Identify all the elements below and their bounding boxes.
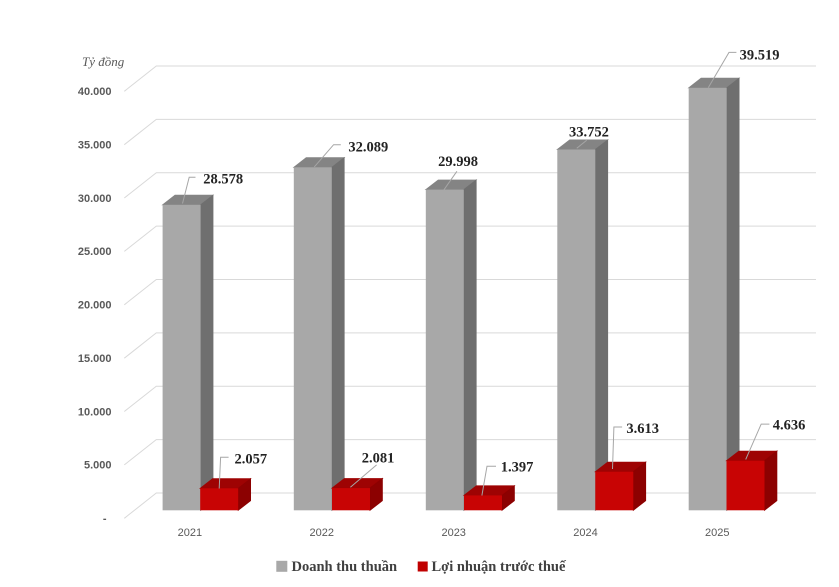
svg-text:2021: 2021 xyxy=(178,527,202,539)
svg-text:Tỷ đồng: Tỷ đồng xyxy=(82,54,125,69)
svg-text:2023: 2023 xyxy=(441,527,465,539)
svg-text:2025: 2025 xyxy=(705,527,729,539)
svg-text:28.578: 28.578 xyxy=(203,172,243,188)
svg-text:25.000: 25.000 xyxy=(78,246,112,258)
svg-text:33.752: 33.752 xyxy=(569,125,609,141)
svg-text:2.081: 2.081 xyxy=(362,451,395,467)
svg-text:2024: 2024 xyxy=(573,527,597,539)
svg-text:10.000: 10.000 xyxy=(78,406,112,418)
svg-text:2022: 2022 xyxy=(310,527,334,539)
svg-text:2.057: 2.057 xyxy=(234,452,267,468)
svg-text:4.636: 4.636 xyxy=(773,418,806,434)
svg-text:20.000: 20.000 xyxy=(78,300,112,312)
svg-text:39.519: 39.519 xyxy=(740,48,780,64)
svg-text:15.000: 15.000 xyxy=(78,353,112,365)
svg-text:1.397: 1.397 xyxy=(501,460,534,476)
svg-text:-: - xyxy=(103,513,107,525)
svg-text:35.000: 35.000 xyxy=(78,140,112,152)
svg-text:29.998: 29.998 xyxy=(438,154,478,170)
svg-text:5.000: 5.000 xyxy=(84,460,112,472)
svg-text:32.089: 32.089 xyxy=(348,140,388,156)
svg-text:30.000: 30.000 xyxy=(78,193,112,205)
svg-text:Doanh thu thuần: Doanh thu thuần xyxy=(292,559,398,575)
svg-text:3.613: 3.613 xyxy=(626,421,659,437)
svg-text:Lợi nhuận trước thuế: Lợi nhuận trước thuế xyxy=(432,559,567,575)
svg-text:40.000: 40.000 xyxy=(78,86,112,98)
